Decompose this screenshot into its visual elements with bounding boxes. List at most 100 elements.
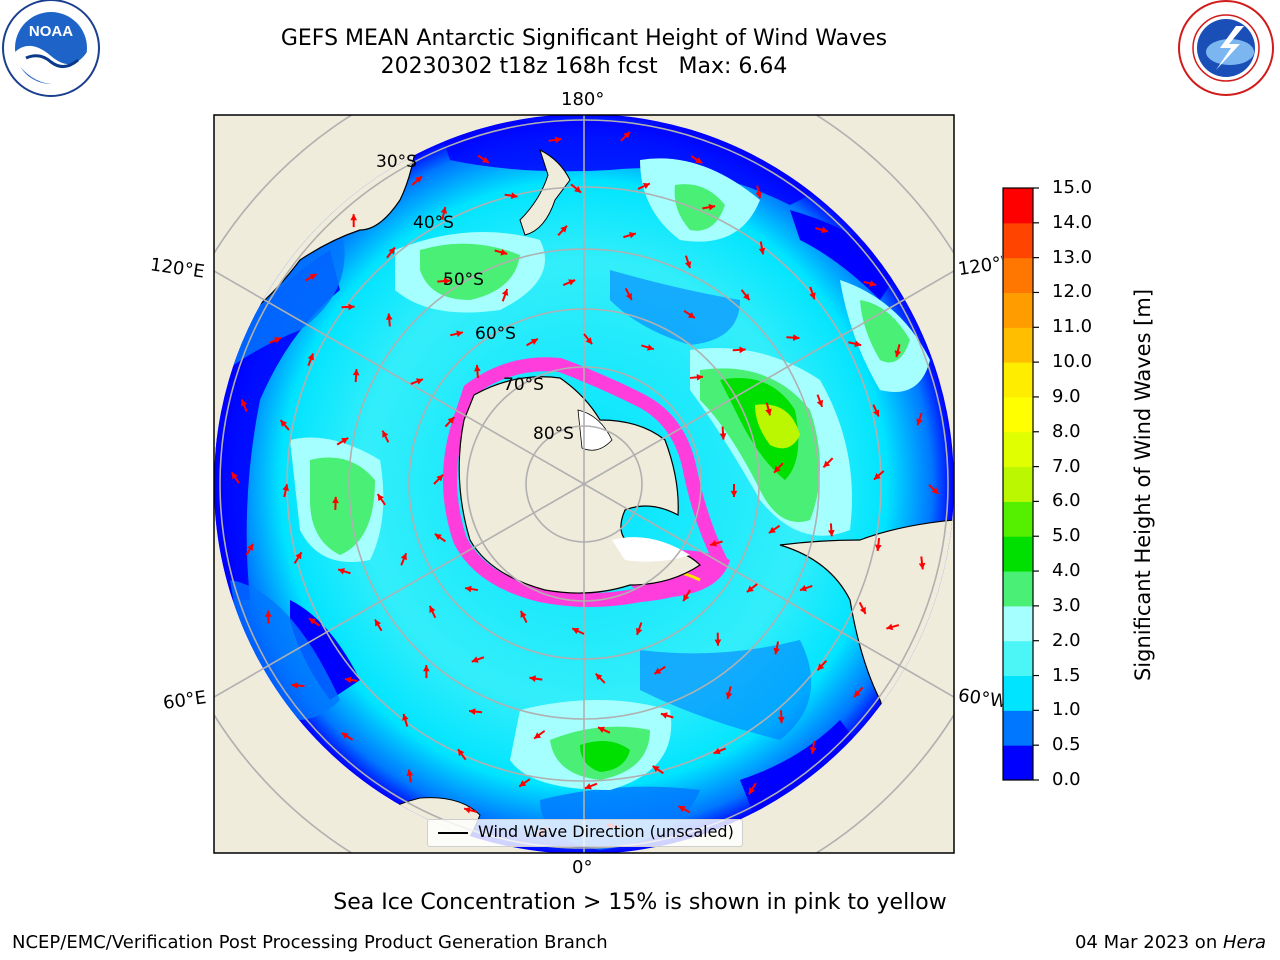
wave-direction-arrow-head [469, 708, 476, 715]
wave-direction-arrow-head [436, 474, 444, 482]
wave-direction-arrow-head [274, 337, 282, 344]
lat-label-70s: 70°S [503, 375, 544, 395]
wave-direction-arrow-head [696, 373, 704, 381]
wave-direction-arrow-head [859, 606, 866, 614]
colorbar-segment [1003, 292, 1033, 328]
wave-direction-arrow-head [687, 311, 695, 319]
wave-direction-arrow-head [886, 623, 894, 631]
colorbar-segment [1003, 466, 1033, 502]
colorbar-segment [1003, 362, 1033, 398]
wave-direction-arrow-head [768, 526, 776, 534]
wave-direction-arrow-head [447, 417, 455, 424]
lat-label-60s: 60°S [475, 324, 516, 344]
wave-direction-arrow-head [725, 692, 733, 700]
footer-host: Hera [1222, 932, 1266, 953]
colorbar-tick-label: 8.0 [1052, 420, 1081, 442]
wave-direction-arrow-head [894, 350, 902, 358]
colorbar-segment [1003, 745, 1033, 781]
wave-direction-arrow-head [765, 408, 772, 416]
wave-direction-arrow-head [635, 627, 643, 635]
noaa-logo-text: NOAA [29, 23, 73, 40]
wave-direction-arrow-head [309, 274, 317, 281]
wave-direction-arrow-head [714, 639, 722, 646]
wave-direction-arrow-head [873, 473, 881, 480]
wave-direction-arrow-head [530, 338, 538, 345]
wave-direction-arrow-head [817, 663, 825, 671]
wave-direction-arrow-head [821, 226, 828, 234]
wave-direction-arrow-head [332, 496, 339, 504]
colorbar-segment [1003, 501, 1033, 537]
colorbar-tick-label: 0.5 [1052, 734, 1081, 756]
colorbar-segment [1003, 222, 1033, 259]
wave-direction-arrow-head [307, 353, 314, 361]
legend-line-sample [438, 832, 468, 834]
lat-label-50s: 50°S [443, 270, 484, 290]
colorbar-tick-label: 9.0 [1052, 385, 1081, 407]
wave-direction-arrow-head [402, 713, 409, 721]
colorbar-tick-label: 6.0 [1052, 490, 1081, 512]
wave-direction-arrow-head [585, 337, 593, 345]
wave-direction-arrow-head [375, 619, 382, 627]
wave-direction-arrow-head [730, 490, 738, 497]
wave-direction-arrow-head [684, 261, 692, 269]
wave-direction-arrow-head [584, 783, 592, 790]
wave-direction-arrow-head [743, 293, 750, 301]
title-line-1: GEFS MEAN Antarctic Significant Height o… [280, 26, 888, 51]
noaa-logo: NOAA [2, 0, 100, 97]
wave-direction-arrow-head [501, 289, 509, 296]
lat-label-40s: 40°S [413, 213, 454, 233]
colorbar-segment [1003, 257, 1033, 293]
wave-direction-arrow-head [854, 690, 861, 698]
wave-direction-arrow-head [388, 247, 395, 255]
wave-direction-arrow-head [918, 562, 926, 570]
colorbar-tick-label: 13.0 [1052, 246, 1093, 268]
wave-direction-arrow-head [660, 712, 668, 719]
footer-date-text: 04 Mar 2023 on [1074, 932, 1223, 953]
map-legend: Wind Wave Direction (unscaled) [427, 819, 743, 847]
wave-direction-arrow-head [708, 203, 716, 211]
wave-direction-arrow-head [534, 732, 542, 739]
wave-direction-arrow-head [529, 675, 536, 682]
wave-direction-arrow-head [415, 176, 422, 183]
wave-direction-arrow-head [560, 225, 567, 233]
colorbar-segment [1003, 605, 1033, 642]
wave-direction-arrow-head [595, 673, 603, 681]
colorbar-tick-label: 10.0 [1052, 351, 1093, 373]
wave-direction-arrow-head [295, 552, 302, 560]
colorbar-tick-label: 2.0 [1052, 629, 1081, 651]
wave-direction-arrow-head [510, 192, 518, 200]
wave-direction-arrow-head [406, 769, 414, 777]
wave-direction-arrow-head [873, 409, 880, 417]
wave-direction-arrow-head [231, 472, 239, 480]
lat-label-80s: 80°S [533, 424, 574, 444]
sea-ice-note: Sea Ice Concentration > 15% is shown in … [333, 890, 947, 915]
colorbar-segment [1003, 536, 1033, 572]
wave-direction-arrow-head [465, 585, 472, 593]
colorbar-tick-label: 11.0 [1052, 316, 1093, 338]
colorbar-tick-label: 3.0 [1052, 594, 1081, 616]
wave-direction-arrow-head [695, 157, 703, 164]
colorbar-segment [1003, 188, 1033, 224]
wave-direction-arrow-head [240, 399, 248, 407]
wave-direction-arrow-head [481, 156, 489, 163]
wave-direction-arrow-head [350, 214, 358, 221]
wave-direction-arrow-head [247, 543, 254, 551]
wave-direction-arrow-head [520, 610, 527, 618]
wave-direction-arrow-head [746, 585, 754, 593]
colorbar-tick-label: 4.0 [1052, 560, 1081, 582]
colorbar [1003, 187, 1039, 781]
wave-direction-arrow-head [474, 364, 481, 372]
colorbar-segment [1003, 327, 1033, 363]
wave-direction-arrow-head [793, 334, 800, 341]
wave-direction-arrow-head [809, 747, 817, 754]
wave-direction-arrow-head [597, 726, 605, 733]
wave-direction-arrow-head [434, 533, 442, 541]
wave-direction-arrow-head [739, 346, 746, 354]
wave-direction-arrow-head [828, 529, 835, 537]
wave-direction-arrow-head [869, 280, 877, 287]
colorbar-segment [1003, 571, 1033, 607]
wave-direction-arrow-head [280, 420, 288, 427]
wave-direction-arrow-head [823, 460, 831, 468]
wave-direction-arrow-head [519, 780, 527, 787]
colorbar-tick-label: 14.0 [1052, 211, 1093, 233]
